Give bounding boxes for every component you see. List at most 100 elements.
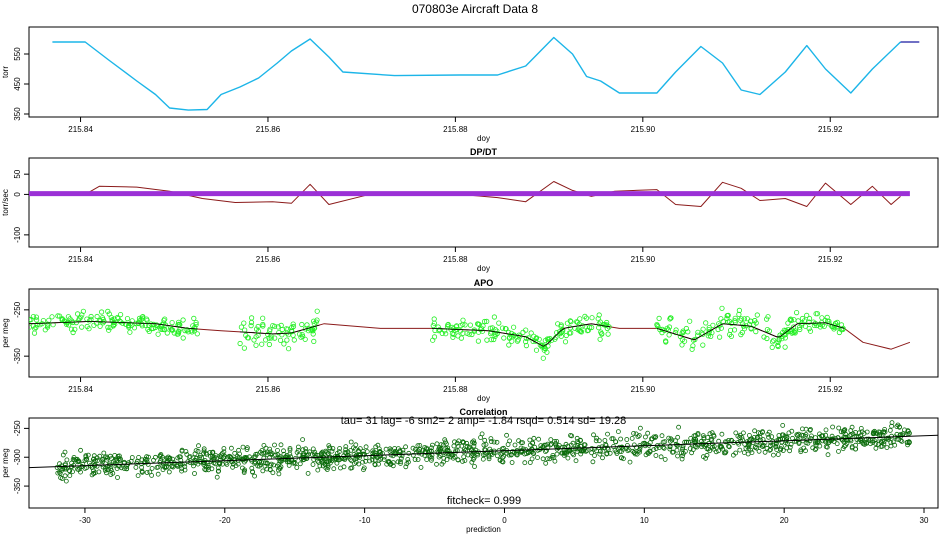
apo-point <box>193 321 199 328</box>
apo-point <box>764 326 771 333</box>
correlation-point <box>741 450 747 456</box>
apo-point <box>739 329 745 336</box>
apo-point <box>475 338 481 344</box>
apo-point <box>33 317 40 323</box>
correlation-point <box>135 473 141 479</box>
y-tick-label: -250 <box>13 301 22 318</box>
apo-point <box>106 311 112 317</box>
correlation-point <box>504 432 510 438</box>
correlation-point <box>719 431 725 437</box>
apo-point <box>582 313 588 319</box>
apo-point <box>584 328 591 334</box>
apo-point <box>596 321 602 327</box>
correlation-point <box>165 454 171 460</box>
correlation-point <box>560 450 565 456</box>
apo-point <box>311 338 317 344</box>
apo-point <box>272 335 278 341</box>
apo-point <box>37 322 43 328</box>
correlation-point <box>415 457 421 462</box>
apo-point <box>278 322 284 328</box>
apo-point <box>807 328 814 334</box>
correlation-point <box>471 440 477 446</box>
apo-point <box>765 314 771 320</box>
correlation-point <box>795 433 800 439</box>
apo-point <box>596 325 602 331</box>
x-tick-label: 0 <box>502 516 507 525</box>
correlation-point <box>796 431 802 437</box>
correlation-point <box>726 443 731 449</box>
correlation-point <box>762 449 768 455</box>
apo-point <box>262 337 269 343</box>
apo-point <box>834 325 840 331</box>
correlation-point <box>182 464 188 469</box>
apo-point <box>509 338 515 344</box>
correlation-point <box>687 446 693 452</box>
correlation-point <box>272 442 277 448</box>
panel-title: DP/DT <box>470 147 498 157</box>
correlation-point <box>540 444 546 449</box>
correlation-point <box>397 452 403 458</box>
correlation-point <box>384 461 390 467</box>
apo-point <box>700 342 706 348</box>
apo-point <box>530 338 536 344</box>
correlation-point <box>643 434 648 440</box>
correlation-point <box>187 460 193 465</box>
correlation-point <box>305 470 311 476</box>
correlation-point <box>201 446 207 452</box>
apo-point <box>710 322 716 328</box>
apo-point <box>284 337 290 343</box>
apo-point <box>291 337 297 343</box>
apo-point <box>558 333 564 339</box>
apo-point <box>788 317 795 323</box>
correlation-point <box>224 461 230 467</box>
correlation-point <box>80 461 86 467</box>
correlation-point <box>520 440 525 446</box>
correlation-point <box>631 442 637 448</box>
apo-point <box>776 337 782 343</box>
correlation-point <box>554 438 560 444</box>
correlation-point <box>823 427 829 433</box>
apo-point <box>484 318 490 324</box>
correlation-point <box>536 436 541 442</box>
apo-point <box>740 323 747 329</box>
apo-point <box>31 330 38 336</box>
apo-point <box>445 321 451 328</box>
apo-point <box>562 339 569 345</box>
correlation-point <box>70 469 75 475</box>
apo-point <box>576 327 583 333</box>
correlation-point <box>191 463 196 469</box>
correlation-point <box>239 465 245 471</box>
apo-point <box>666 332 672 338</box>
apo-point <box>49 314 55 320</box>
y-tick-label: -300 <box>13 449 22 466</box>
apo-point <box>75 311 81 317</box>
y-tick-label: 0 <box>13 192 22 197</box>
correlation-point <box>535 455 540 461</box>
dpdt-line <box>84 181 901 207</box>
fit-line <box>29 434 938 469</box>
correlation-point <box>199 455 205 460</box>
apo-point <box>193 319 199 326</box>
apo-point <box>718 325 724 331</box>
correlation-point <box>516 438 521 444</box>
correlation-point <box>434 461 439 467</box>
correlation-point <box>139 457 145 463</box>
apo-point <box>260 315 266 321</box>
apo-point <box>310 328 316 334</box>
correlation-point <box>292 460 298 466</box>
correlation-point <box>89 472 95 478</box>
apo-point <box>826 321 832 327</box>
correlation-point <box>133 464 139 470</box>
correlation-point <box>236 455 242 461</box>
correlation-point <box>78 447 83 453</box>
x-axis-label: doy <box>477 264 490 273</box>
correlation-point <box>613 449 619 455</box>
correlation-point <box>594 435 599 441</box>
correlation-point <box>250 469 256 475</box>
correlation-point <box>460 458 465 464</box>
apo-point <box>139 314 145 320</box>
correlation-point <box>106 466 111 472</box>
correlation-point <box>505 442 511 447</box>
correlation-point <box>552 438 557 444</box>
correlation-point <box>109 456 114 462</box>
